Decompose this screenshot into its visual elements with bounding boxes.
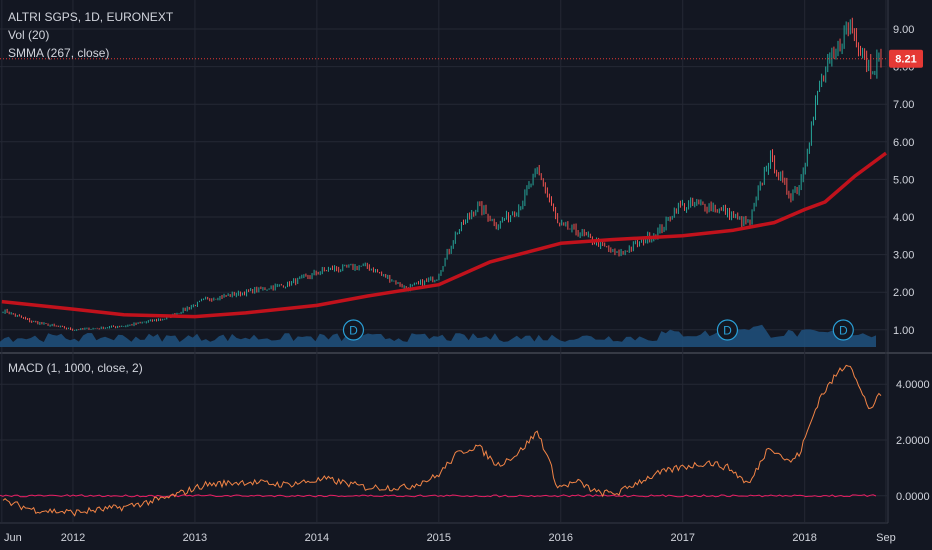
axes: Jun 2012 2013 2014 2015 2016 2017 2018 Sep 1.00 2.… (4, 24, 930, 544)
dividend-marker-label: D (723, 324, 732, 338)
x-tick-label: Sep (876, 532, 896, 544)
x-tick-label: 2015 (427, 532, 451, 544)
price-tick-label: 3.00 (893, 250, 914, 262)
smma-indicator-label: SMMA (267, close) (8, 46, 110, 60)
volume-bars (0, 324, 876, 347)
x-tick-label: 2017 (670, 532, 694, 544)
volume-area (0, 324, 876, 347)
volume-indicator-label: Vol (20) (8, 28, 50, 42)
price-tick-label: 7.00 (893, 99, 914, 111)
price-tick-label: 4.00 (893, 212, 914, 224)
x-tick-label: 2018 (792, 532, 816, 544)
price-tick-label: 2.00 (893, 287, 914, 299)
price-tag-background (889, 49, 923, 68)
dividend-marker-circle[interactable] (342, 319, 365, 341)
price-tag: 8.21 (895, 54, 916, 66)
x-tick-label: 2016 (549, 532, 573, 544)
macd-tick-label: 2.0000 (896, 435, 930, 447)
macd-tick-label: 0.0000 (896, 491, 930, 503)
x-tick-label: 2014 (305, 532, 329, 544)
price-tick-label: 5.00 (893, 174, 914, 186)
macd-tick-label: 4.0000 (896, 379, 930, 391)
price-tick-label: 6.00 (893, 137, 914, 149)
dividend-marker-label: D (349, 324, 358, 338)
dividend-marker-label: D (839, 324, 848, 338)
symbol-title: ALTRI SGPS, 1D, EURONEXT (8, 10, 174, 24)
indicator-lines (0, 58, 888, 517)
macd-indicator-label: MACD (1, 1000, close, 2) (8, 361, 143, 375)
signal-line (0, 494, 877, 498)
x-tick-label: Jun (4, 532, 22, 544)
macd-line (2, 364, 882, 517)
x-tick-label: 2013 (183, 532, 207, 544)
x-tick-label: 2012 (61, 532, 85, 544)
price-tick-label: 9.00 (893, 24, 914, 36)
price-tick-label: 1.00 (893, 325, 914, 337)
smma-line (1, 151, 888, 319)
dividend-marker-circle[interactable] (716, 319, 739, 341)
price-candles (2, 17, 882, 331)
dividend-marker-circle[interactable] (832, 319, 854, 341)
